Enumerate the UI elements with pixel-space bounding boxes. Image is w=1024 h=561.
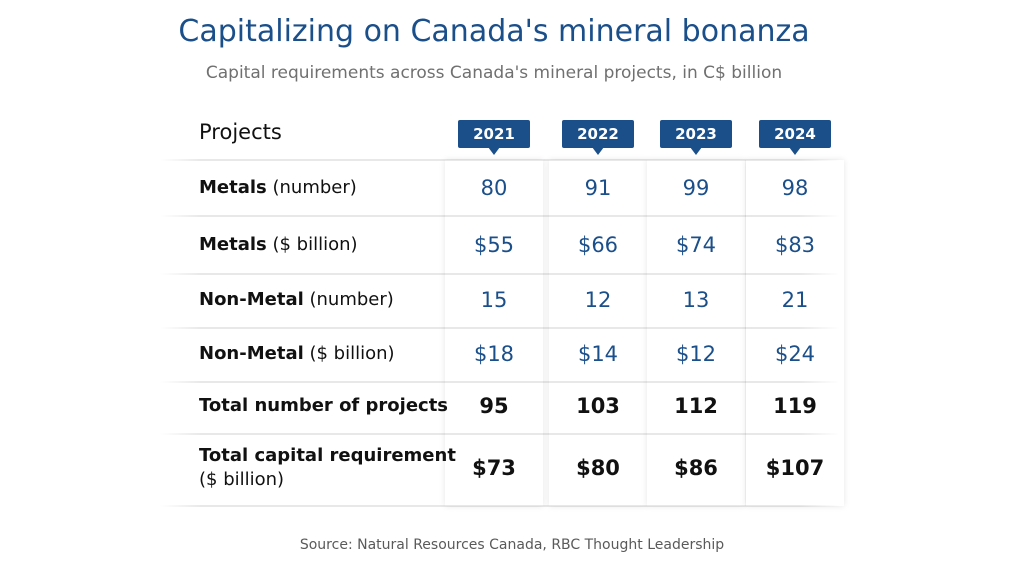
column-shade-2024 [746,160,844,506]
table-cell: 91 [584,176,612,200]
table-cell: $55 [473,233,515,257]
table-cell: $80 [576,456,620,480]
row-divider [160,215,840,217]
table-cell: $12 [675,342,717,366]
year-header-2023: 2023 [660,120,732,155]
column-shade-2021 [445,160,543,506]
source-note: Source: Natural Resources Canada, RBC Th… [299,537,725,553]
table-cell: $18 [473,342,515,366]
row-divider [160,433,840,435]
row-label-unit: ($ billion) [199,469,285,490]
year-header-2021: 2021 [458,120,530,155]
table-cell: 95 [479,394,509,418]
table-cell: 119 [773,394,817,418]
row-label: Non-Metal (number) [199,288,394,312]
column-shade-2023 [647,160,745,506]
column-shade-2022 [549,160,647,506]
row-label: Total capital requirement ($ billion) [199,444,456,492]
row-label-main: Total capital requirement [199,445,456,466]
table-cell: 80 [480,176,508,200]
row-label-unit: ($ billion) [266,234,358,255]
table-cell: 103 [576,394,620,418]
row-label-main: Non-Metal [199,343,304,364]
table-cell: $86 [674,456,718,480]
row-label-main: Total number of projects [199,395,449,416]
row-label-unit: (number) [266,177,357,198]
row-divider [160,381,840,383]
row-label-unit: ($ billion) [303,343,395,364]
row-label: Metals ($ billion) [199,233,358,257]
row-label: Metals (number) [199,176,357,200]
table-cell: 15 [480,288,508,312]
row-header-projects: Projects [199,120,282,144]
table-cell: 99 [682,176,710,200]
row-divider [160,327,840,329]
row-label-main: Non-Metal [199,289,304,310]
table-cell: $14 [577,342,619,366]
table-cell: 21 [781,288,809,312]
table-cell: $74 [675,233,717,257]
table-cell: $24 [774,342,816,366]
row-label: Total number of projects [199,394,448,418]
table-cell: 98 [781,176,809,200]
table-cell: $83 [774,233,816,257]
table-cell: 112 [674,394,718,418]
row-label-main: Metals [199,234,267,255]
row-label-main: Metals [199,177,267,198]
table-cell: 13 [682,288,710,312]
table-cell: $73 [472,456,516,480]
row-divider [160,505,840,507]
table-cell: $107 [765,456,825,480]
row-label-unit: (number) [303,289,394,310]
row-label: Non-Metal ($ billion) [199,342,395,366]
chart-subtitle: Capital requirements across Canada's min… [205,63,783,83]
year-header-2024: 2024 [759,120,831,155]
chart-title: Capitalizing on Canada's mineral bonanza [178,14,810,49]
row-divider [160,273,840,275]
table-cell: $66 [577,233,619,257]
table-cell: 12 [584,288,612,312]
year-header-2022: 2022 [562,120,634,155]
row-divider [160,159,840,161]
